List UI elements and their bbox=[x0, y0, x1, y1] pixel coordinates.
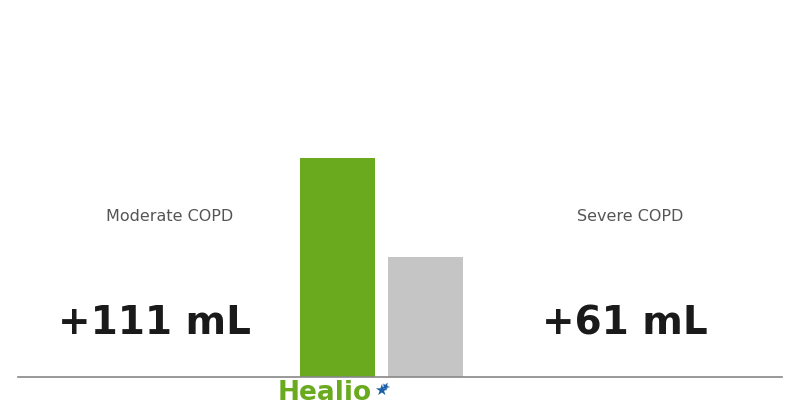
Bar bbox=[300, 158, 375, 377]
Text: 12 hours of patients receiving ensifentrine vs. placebo at week 12:: 12 hours of patients receiving ensifentr… bbox=[45, 78, 755, 97]
Text: ★: ★ bbox=[380, 381, 394, 395]
Text: Least-squares mean change in baseline FEV₁ area under the curve over: Least-squares mean change in baseline FE… bbox=[22, 32, 778, 51]
Text: Severe COPD: Severe COPD bbox=[577, 209, 683, 224]
Text: +111 mL: +111 mL bbox=[58, 304, 251, 342]
Bar bbox=[388, 257, 463, 377]
Text: Healio: Healio bbox=[278, 380, 372, 406]
Text: +61 mL: +61 mL bbox=[542, 304, 708, 342]
Text: Moderate COPD: Moderate COPD bbox=[106, 209, 234, 224]
Text: ★: ★ bbox=[374, 383, 388, 398]
